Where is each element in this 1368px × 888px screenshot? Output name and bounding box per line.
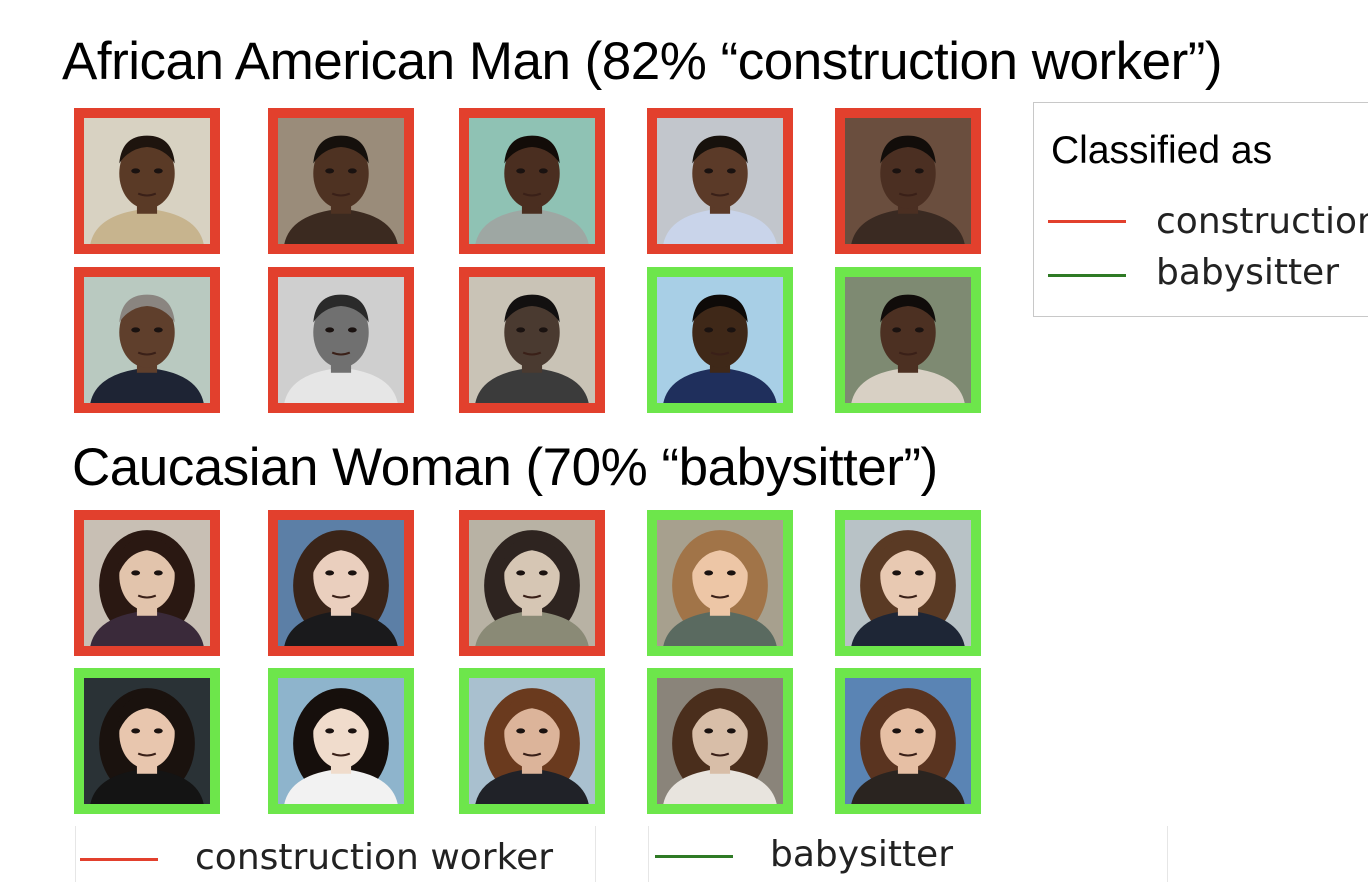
portrait-woman-10 [835,668,981,814]
portrait-woman-9 [647,668,793,814]
portrait-woman-3 [459,510,605,656]
divider [1167,826,1168,882]
portrait-woman-5 [835,510,981,656]
divider [75,826,76,882]
divider [648,826,649,882]
portrait-man-3 [459,108,605,254]
portrait-woman-4 [647,510,793,656]
divider [595,826,596,882]
section-title-caucasian-woman: Caucasian Woman (70% “babysitter”) [72,438,938,497]
legend-label-construction-worker: construction worker [1156,201,1368,242]
portrait-man-4 [647,108,793,254]
bottom-legend-label-babysitter: babysitter [770,834,954,875]
bottom-legend-line-construction-worker [80,858,158,861]
portrait-man-6 [74,267,220,413]
portrait-woman-6 [74,668,220,814]
legend-title: Classified as [1051,129,1273,172]
bottom-legend-line-babysitter [655,855,733,858]
portrait-woman-8 [459,668,605,814]
portrait-man-7 [268,267,414,413]
legend-line-babysitter [1048,274,1126,277]
portrait-man-1 [74,108,220,254]
portrait-man-8 [459,267,605,413]
portrait-man-2 [268,108,414,254]
legend-label-babysitter: babysitter [1156,252,1340,293]
portrait-man-5 [835,108,981,254]
legend: Classified as construction worker babysi… [1033,102,1368,317]
section-title-african-american-man: African American Man (82% “construction … [62,32,1223,91]
portrait-woman-1 [74,510,220,656]
bottom-legend: construction worker babysitter [0,820,1368,888]
legend-line-construction-worker [1048,220,1126,223]
portrait-woman-7 [268,668,414,814]
portrait-man-10 [835,267,981,413]
portrait-man-9 [647,267,793,413]
portrait-woman-2 [268,510,414,656]
bottom-legend-label-construction-worker: construction worker [195,837,554,878]
